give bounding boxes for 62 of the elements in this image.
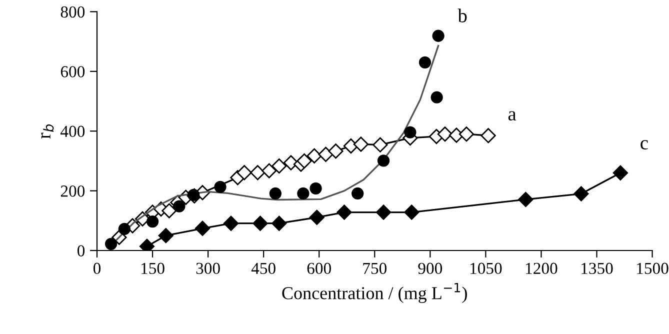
point [223, 216, 239, 231]
point [336, 204, 352, 220]
point [518, 192, 534, 208]
point [272, 158, 287, 174]
x-tick-label: 1350 [582, 262, 613, 274]
point [194, 220, 210, 236]
point [430, 91, 443, 104]
annotation: c [640, 140, 648, 150]
x-tick-label: 150 [142, 262, 164, 274]
x-tick-label: 600 [307, 262, 331, 274]
x-tick-label: 0 [93, 262, 101, 274]
y-tick-label: 400 [60, 126, 85, 138]
point [105, 238, 118, 250]
annotation: a [508, 111, 516, 121]
point [372, 137, 388, 152]
y-axis-title: r$_{b}$ [41, 124, 54, 139]
point [309, 210, 324, 225]
point [432, 30, 444, 42]
point [480, 128, 496, 144]
point [214, 180, 226, 193]
point [404, 126, 416, 138]
x-tick-label: 300 [196, 262, 220, 274]
x-tick-label: 750 [363, 262, 387, 274]
point [272, 216, 287, 231]
x-tick-label: 450 [251, 262, 276, 274]
point [188, 188, 200, 202]
point [310, 182, 322, 194]
point [318, 146, 334, 162]
x-tick-label: 1050 [470, 262, 502, 274]
point [269, 187, 282, 200]
x-tick-label: 1200 [526, 262, 558, 274]
point [262, 163, 277, 178]
point [458, 126, 474, 142]
point [612, 165, 628, 180]
point [328, 144, 344, 159]
y-tick-label: 600 [60, 66, 85, 78]
point [118, 222, 130, 236]
x-tick-label: 900 [418, 262, 442, 274]
point [250, 165, 266, 180]
y-tick-label: 0 [78, 245, 85, 256]
point [236, 165, 252, 180]
point [353, 136, 369, 152]
y-tick-label: 200 [60, 185, 85, 197]
point [404, 204, 420, 220]
point [377, 154, 390, 167]
x-tick-label: 1500 [637, 262, 668, 274]
point [162, 203, 177, 218]
point [252, 216, 268, 231]
point [376, 204, 392, 220]
x-axis-title: Concentration / (mg L$^{−1}$) [282, 282, 467, 303]
point [158, 228, 174, 244]
point [146, 215, 159, 228]
annotation: b [458, 8, 467, 22]
point [574, 186, 589, 202]
point [173, 200, 186, 212]
point [306, 148, 322, 164]
y-tick-label: 800 [60, 6, 85, 18]
point [418, 56, 432, 69]
point [437, 126, 453, 142]
point [352, 187, 364, 200]
point [296, 153, 312, 169]
point [297, 187, 310, 200]
